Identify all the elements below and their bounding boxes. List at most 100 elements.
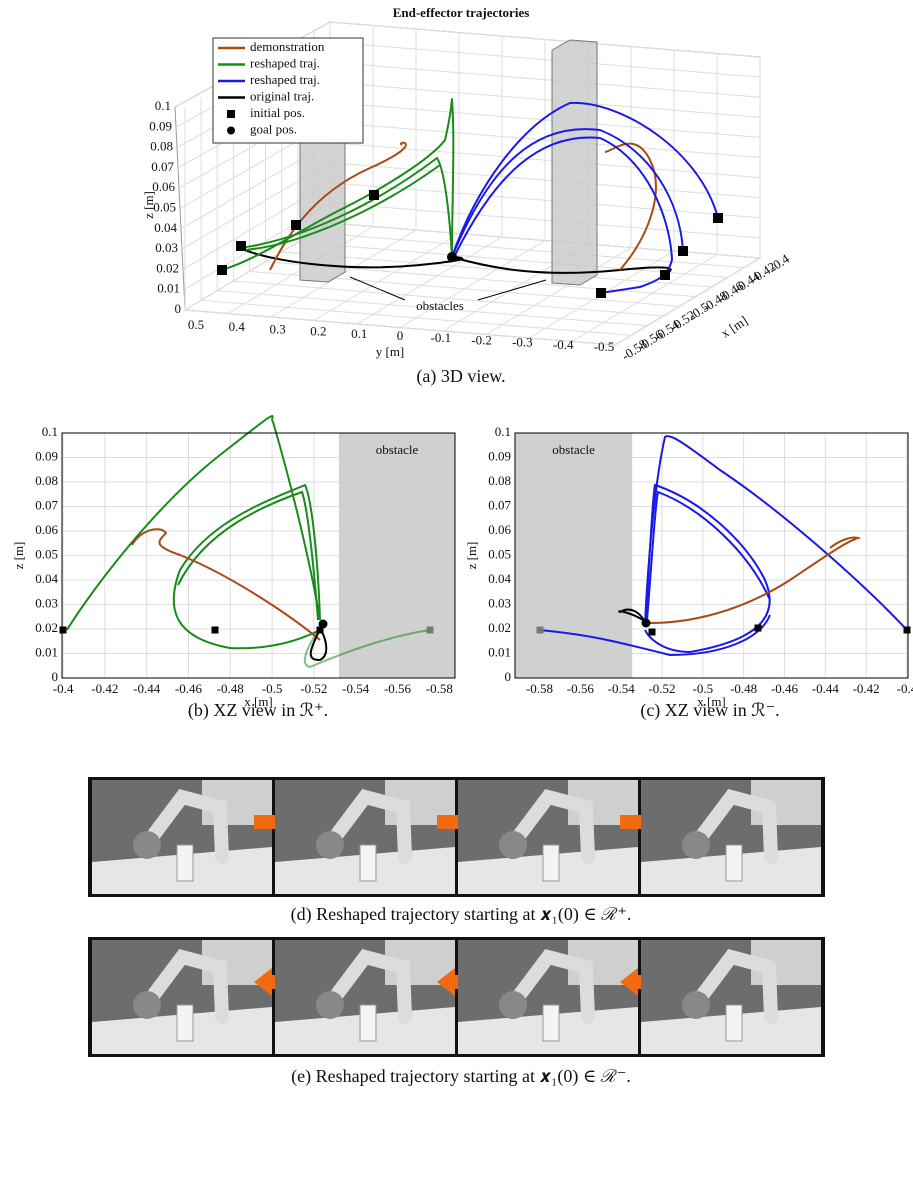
- z-tick-label: 0.03: [155, 240, 178, 255]
- photo-gripper: [499, 831, 527, 859]
- x-tick-label: -0.4: [897, 681, 913, 696]
- initial-marker: [713, 213, 723, 223]
- grid-line: [314, 30, 744, 268]
- y-tick-label: -0.5: [594, 339, 615, 354]
- x-tick-label: -0.46: [175, 681, 203, 696]
- x-tick-label: -0.56: [567, 681, 595, 696]
- y-tick-label: 0.01: [488, 644, 511, 659]
- x-tick-label: -0.42: [91, 681, 118, 696]
- grid-line: [400, 40, 545, 328]
- y-tick-label: 0.08: [488, 473, 511, 488]
- initial-marker: [904, 627, 911, 634]
- arrow: [350, 277, 405, 300]
- y-label: y [m]: [376, 344, 405, 359]
- y-tick-label: 0.1: [495, 424, 511, 439]
- legend-label: initial pos.: [250, 105, 305, 120]
- caption: (e) Reshaped trajectory starting at 𝒙₁(0…: [291, 1066, 631, 1087]
- z-tick-label: 0: [175, 301, 182, 316]
- x-tick-label: -0.58: [426, 681, 453, 696]
- grid-line: [615, 57, 760, 345]
- y-tick-label: 0.3: [269, 321, 285, 336]
- y-tick-label: 0.07: [35, 497, 58, 512]
- y-tick-label: 0.5: [188, 317, 204, 332]
- y-tick-label: 0.03: [488, 595, 511, 610]
- z-tick-label: 0.04: [154, 220, 177, 235]
- y-tick-label: 0.4: [229, 319, 246, 334]
- obstacle: [300, 130, 345, 282]
- goal-marker: [319, 620, 328, 629]
- photo-carton: [360, 1005, 376, 1041]
- z-tick-label: 0.09: [149, 118, 172, 133]
- x-tick-label: -0.44: [133, 681, 161, 696]
- x-tick-label: -0.46: [771, 681, 799, 696]
- y-tick-label: -0.2: [471, 332, 492, 347]
- y-tick-label: 0.06: [488, 522, 511, 537]
- photo-gripper: [682, 991, 710, 1019]
- photo-carton: [360, 845, 376, 881]
- photo-carton: [177, 1005, 193, 1041]
- y-tick-label: 0.1: [351, 326, 367, 341]
- goal-marker: [642, 619, 651, 628]
- trajectory: [645, 485, 770, 652]
- y-tick-label: 0.03: [35, 595, 58, 610]
- initial-marker: [755, 625, 762, 632]
- photo-carton: [543, 1005, 559, 1041]
- y-tick-label: 0.09: [488, 448, 511, 463]
- y-label: z [m]: [11, 542, 26, 570]
- x-tick-label: -0.52: [300, 681, 327, 696]
- y-tick-label: 0.02: [35, 620, 58, 635]
- y-tick-label: 0.08: [35, 473, 58, 488]
- legend-label: goal pos.: [250, 121, 297, 136]
- x-tick-label: -0.4: [53, 681, 74, 696]
- initial-marker: [427, 627, 434, 634]
- z-tick-label: 0.05: [153, 199, 176, 214]
- initial-marker: [217, 265, 227, 275]
- y-label: z [m]: [464, 542, 479, 570]
- photo-gripper: [133, 991, 161, 1019]
- caption: (b) XZ view in ℛ⁺.: [188, 700, 328, 721]
- y-tick-label: 0.02: [488, 620, 511, 635]
- legend-label: reshaped traj.: [250, 55, 320, 70]
- x-tick-label: -0.42: [853, 681, 880, 696]
- legend-label: reshaped traj.: [250, 72, 320, 87]
- z-tick-label: 0.1: [155, 98, 171, 113]
- title: End-effector trajectories: [393, 5, 530, 20]
- initial-marker: [678, 246, 688, 256]
- photo-gripper: [499, 991, 527, 1019]
- y-tick-label: 0: [397, 328, 404, 343]
- x-tick-label: -0.52: [648, 681, 675, 696]
- photo-carton: [726, 1005, 742, 1041]
- initial-marker: [537, 627, 544, 634]
- initial-marker: [369, 190, 379, 200]
- y-tick-label: 0.04: [488, 571, 511, 586]
- initial-marker: [596, 288, 606, 298]
- legend-label: demonstration: [250, 39, 325, 54]
- photo-carton: [177, 845, 193, 881]
- caption: (a) 3D view.: [416, 366, 505, 387]
- caption: (d) Reshaped trajectory starting at 𝒙₁(0…: [291, 904, 632, 925]
- legend-label: original traj.: [250, 88, 314, 103]
- initial-marker: [660, 270, 670, 280]
- x-tick-label: -0.56: [384, 681, 412, 696]
- photo-gripper: [133, 831, 161, 859]
- x-tick-label: -0.54: [608, 681, 636, 696]
- x-label: x [m]: [718, 313, 750, 341]
- obstacle: [552, 40, 597, 285]
- photo-carton: [726, 845, 742, 881]
- y-tick-label: -0.1: [431, 330, 452, 345]
- xz-plus: 00.010.020.030.040.050.060.070.080.090.1…: [11, 416, 455, 709]
- y-tick-label: 0.04: [35, 571, 58, 586]
- x-tick-label: -0.54: [342, 681, 370, 696]
- goal-marker: [447, 252, 457, 262]
- trajectory: [132, 529, 320, 640]
- y-tick-label: 0.09: [35, 448, 58, 463]
- x-tick-label: -0.44: [812, 681, 840, 696]
- initial-marker: [236, 241, 246, 251]
- z-tick-label: 0.02: [156, 260, 179, 275]
- y-tick-label: 0.06: [35, 522, 58, 537]
- annotation: obstacles: [416, 298, 464, 313]
- photo-gripper: [316, 991, 344, 1019]
- y-tick-label: 0: [505, 669, 512, 684]
- legend-swatch: [227, 127, 235, 135]
- arrow: [478, 280, 546, 300]
